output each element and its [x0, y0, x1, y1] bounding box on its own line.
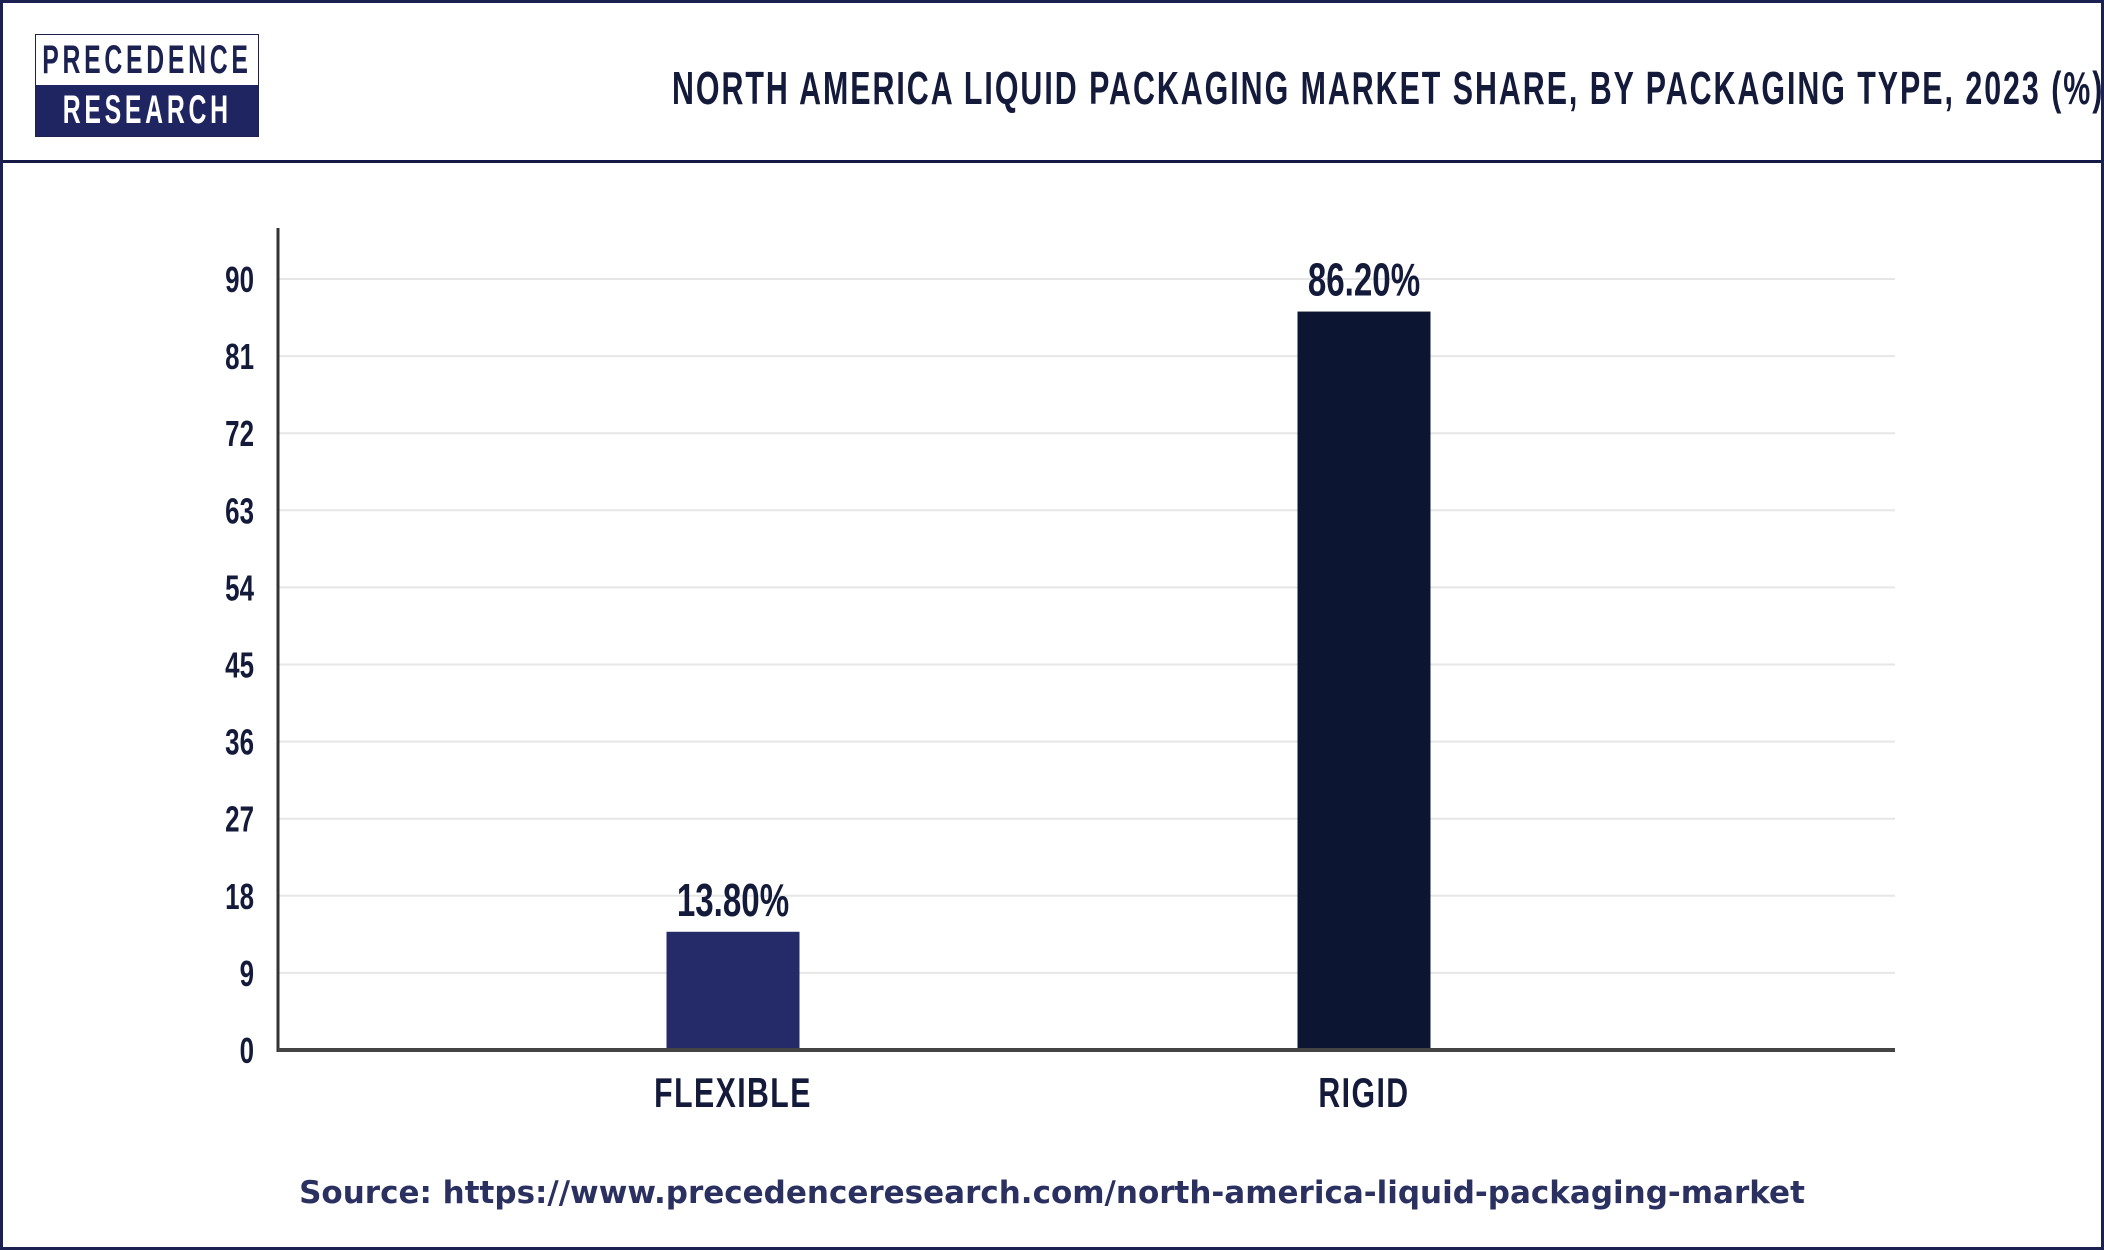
chart-title: NORTH AMERICA LIQUID PACKAGING MARKET SH… [671, 62, 2104, 114]
source-text: Source: https://www.precedenceresearch.c… [299, 1175, 1805, 1211]
x-tick-label: FLEXIBLE [654, 1069, 812, 1116]
y-tick-label: 45 [225, 645, 254, 685]
header: PRECEDENCE RESEARCH NORTH AMERICA LIQUID… [3, 3, 2101, 163]
bar-rigid [1297, 311, 1431, 1050]
bar-flexible [666, 931, 800, 1050]
y-tick-label: 36 [225, 722, 254, 762]
x-tick-label: RIGID [1318, 1069, 1409, 1116]
y-tick-label: 72 [225, 414, 254, 454]
data-label: 13.80% [677, 876, 789, 926]
y-tick-label: 27 [225, 800, 254, 840]
logo: PRECEDENCE RESEARCH [35, 34, 259, 137]
y-tick-label: 9 [240, 954, 254, 994]
logo-line2: RESEARCH [62, 88, 232, 132]
bar-chart: 0 9 18 27 36 45 54 63 72 81 90 13.80% FLEXIBLE 86.20%… [225, 228, 1895, 1116]
logo-line1: PRECEDENCE [42, 37, 252, 82]
y-tick-label: 0 [240, 1031, 254, 1071]
data-label: 86.20% [1308, 255, 1420, 305]
y-tick-label: 54 [225, 568, 254, 608]
y-tick-label: 81 [225, 337, 254, 377]
y-tick-label: 90 [225, 260, 254, 300]
y-tick-label: 63 [225, 491, 254, 531]
y-tick-label: 18 [225, 877, 254, 917]
